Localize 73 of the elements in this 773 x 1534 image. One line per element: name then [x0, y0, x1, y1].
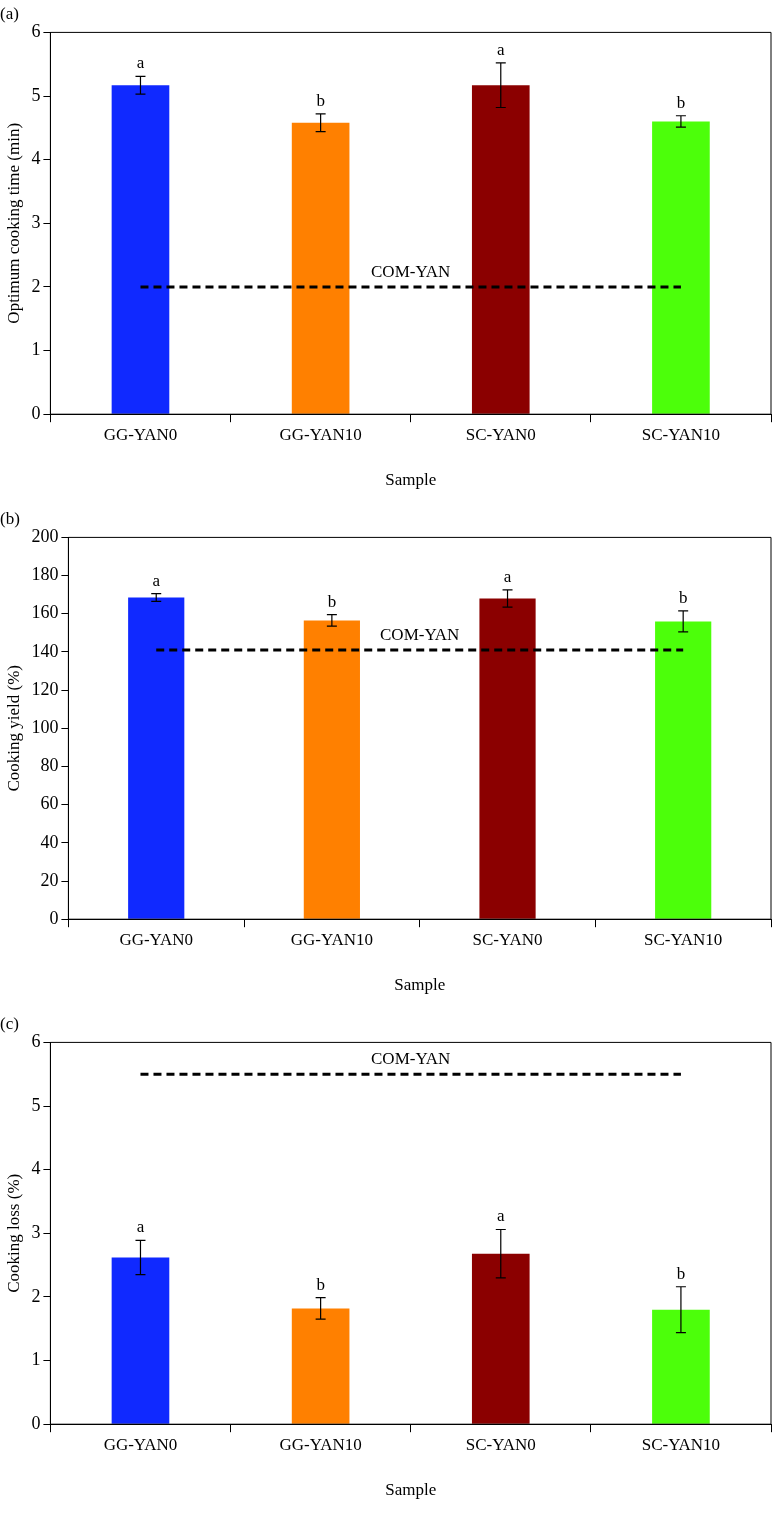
y-tick-label: 5 [31, 1094, 41, 1115]
bar [652, 1309, 710, 1424]
annotation: b [316, 90, 325, 110]
bar [471, 85, 530, 414]
y-tick-label: 6 [31, 21, 41, 42]
x-tick-label: SC-YAN10 [643, 929, 723, 949]
x-tick-label: SC-YAN10 [641, 424, 721, 444]
y-tick-label: 60 [40, 793, 59, 814]
x-tick-label: GG-YAN0 [103, 424, 178, 444]
bar [291, 122, 350, 414]
y-tick-label: 0 [31, 1412, 41, 1433]
y-tick-label: 1 [31, 339, 41, 360]
y-tick-label: 6 [31, 1031, 41, 1052]
x-tick-label: SC-YAN10 [641, 1434, 721, 1454]
annotation: b [316, 1274, 325, 1294]
annotation: a [497, 1206, 505, 1226]
y-tick-label: 4 [31, 1158, 41, 1179]
y-tick-label: 0 [31, 402, 41, 423]
y-tick-label: 20 [40, 869, 59, 890]
y-axis-title: Cooking loss (%) [3, 1173, 23, 1293]
annotation: b [327, 591, 337, 611]
y-tick-label: 160 [31, 602, 59, 623]
annotation: b [678, 587, 688, 607]
ref-line-label: COM-YAN [380, 625, 460, 644]
y-tick-label: 5 [31, 84, 41, 105]
bar [111, 1257, 170, 1424]
y-tick-label: 180 [31, 564, 59, 585]
y-tick-label: 3 [31, 1222, 41, 1243]
annotation: a [152, 570, 161, 590]
y-tick-label: 140 [31, 640, 59, 661]
chart-title: (b) [0, 508, 20, 528]
annotation: b [676, 1263, 686, 1283]
bar [303, 620, 360, 919]
y-tick-label: 100 [31, 717, 59, 738]
x-tick-label: SC-YAN0 [472, 929, 543, 949]
y-tick-label: 3 [31, 212, 41, 233]
y-tick-label: 4 [31, 148, 41, 169]
chart-title: (a) [0, 3, 19, 23]
x-tick-label: GG-YAN10 [279, 1434, 362, 1454]
y-tick-label: 0 [49, 907, 59, 928]
bar [111, 85, 170, 414]
ref-line-label: COM-YAN [371, 1049, 451, 1069]
bar [291, 1308, 350, 1424]
bar [128, 597, 185, 919]
x-tick-label: GG-YAN10 [290, 929, 373, 949]
x-tick-label: GG-YAN0 [119, 929, 194, 949]
ref-line-label: COM-YAN [371, 261, 451, 281]
x-axis-title: Sample [385, 470, 437, 490]
x-axis-title: Sample [385, 1480, 437, 1500]
x-axis-title: Sample [394, 975, 446, 995]
y-tick-label: 120 [31, 678, 59, 699]
y-tick-label: 80 [40, 755, 59, 776]
annotation: a [497, 39, 505, 59]
x-tick-label: SC-YAN0 [465, 1434, 536, 1454]
y-tick-label: 2 [31, 1285, 41, 1306]
x-tick-label: SC-YAN0 [465, 424, 536, 444]
chart-title: (c) [0, 1013, 19, 1033]
y-axis-title: Optimum cooking time (min) [3, 122, 23, 324]
y-tick-label: 1 [31, 1349, 41, 1370]
x-tick-label: GG-YAN10 [279, 424, 362, 444]
y-tick-label: 40 [40, 831, 59, 852]
bar [652, 121, 710, 414]
y-axis-title: Cooking yield (%) [3, 665, 23, 792]
annotation: b [676, 92, 686, 112]
bar [479, 598, 536, 919]
bar [471, 1253, 530, 1424]
bar [655, 621, 712, 919]
annotation: a [503, 566, 512, 586]
y-tick-label: 200 [31, 526, 59, 547]
y-tick-label: 2 [31, 275, 41, 296]
annotation: a [136, 1217, 145, 1237]
annotation: a [136, 53, 145, 73]
x-tick-label: GG-YAN0 [103, 1434, 178, 1454]
